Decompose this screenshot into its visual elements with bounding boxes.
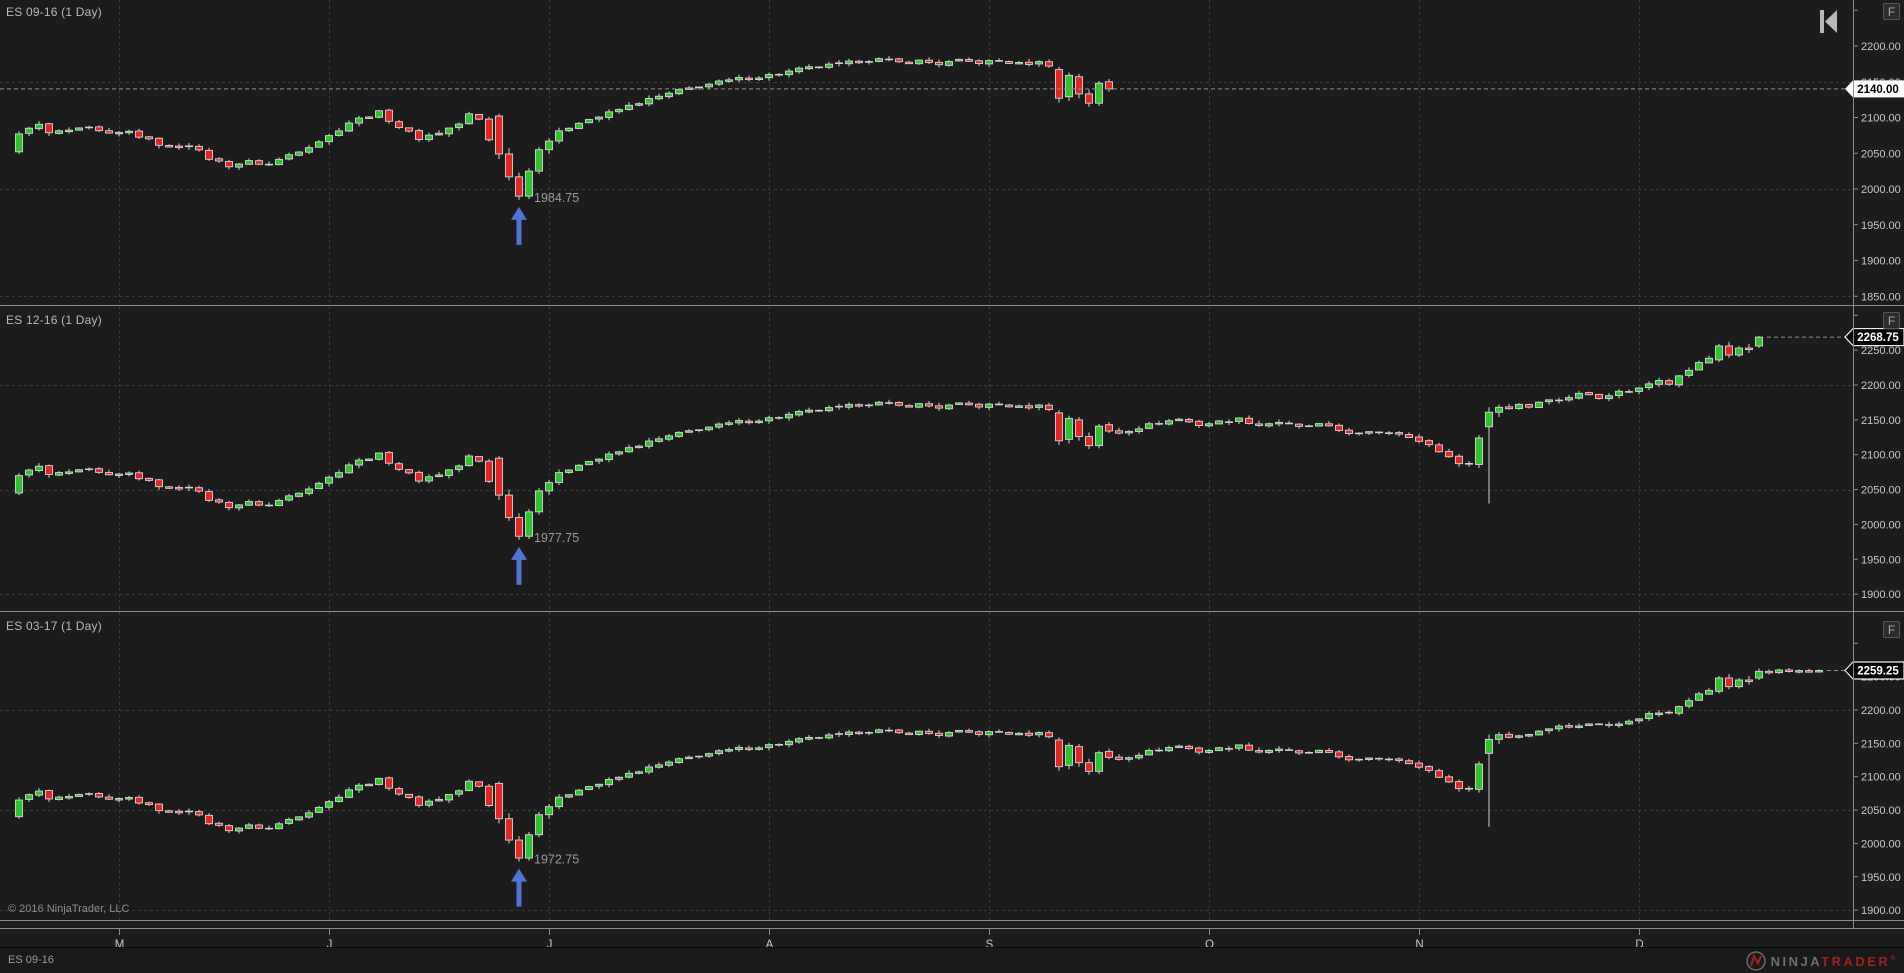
panel-chart-es-09-16[interactable]: 2200.002150.002100.002050.002000.001950.… xyxy=(0,9,1904,303)
svg-text:2259.25: 2259.25 xyxy=(1857,665,1899,677)
svg-text:2000.00: 2000.00 xyxy=(1861,184,1901,196)
ninjatrader-logo-icon xyxy=(1745,951,1766,971)
ninjatrader-logo: NINJATRADER® xyxy=(1745,951,1898,971)
copyright-text: © 2016 NinjaTrader, LLC xyxy=(8,903,130,915)
svg-text:1977.75: 1977.75 xyxy=(534,531,579,545)
svg-text:M: M xyxy=(115,939,125,951)
svg-text:2000.00: 2000.00 xyxy=(1861,519,1901,531)
low-annotation: 1977.75 xyxy=(511,531,579,585)
svg-text:A: A xyxy=(766,939,774,951)
svg-text:O: O xyxy=(1205,939,1214,951)
workspace-tab-es-09-16[interactable]: ES 09-16 xyxy=(8,954,54,966)
price-gridlines xyxy=(0,385,1853,595)
y-axis[interactable]: 2250.002200.002150.002100.002050.002000.… xyxy=(1853,642,1901,917)
svg-text:2050.00: 2050.00 xyxy=(1861,148,1901,160)
candles-layer xyxy=(15,667,1823,862)
svg-text:J: J xyxy=(327,939,333,951)
focus-button-panel-3[interactable]: F xyxy=(1883,621,1900,638)
panel-borders xyxy=(0,0,1904,928)
svg-text:2050.00: 2050.00 xyxy=(1861,805,1901,817)
svg-text:2150.00: 2150.00 xyxy=(1861,415,1901,427)
candles-layer xyxy=(15,335,1763,540)
svg-text:2268.75: 2268.75 xyxy=(1857,332,1899,344)
panel-chart-es-12-16[interactable]: 2250.00 2200.00 2150.00 2100.00 2050.00 2000.… xyxy=(0,314,1904,601)
svg-text:1950.00: 1950.00 xyxy=(1861,872,1901,884)
svg-text:1900.00: 1900.00 xyxy=(1861,256,1901,268)
focus-button-panel-2[interactable]: F xyxy=(1883,312,1900,329)
last-price-tag: 2268.75 xyxy=(1844,327,1904,347)
price-gridlines xyxy=(0,710,1853,911)
svg-text:2050.00: 2050.00 xyxy=(1861,485,1901,497)
last-price-tag: 2259.25 xyxy=(1844,661,1904,680)
svg-text:2100.00: 2100.00 xyxy=(1861,113,1901,125)
low-annotation: 1984.75 xyxy=(511,191,579,245)
price-gridlines xyxy=(0,82,1853,297)
last-price-tag: 2140.00 xyxy=(1845,80,1904,98)
svg-text:2200.00: 2200.00 xyxy=(1861,705,1901,717)
svg-text:1984.75: 1984.75 xyxy=(534,191,579,205)
panel-chart-es-03-17[interactable]: 2250.002200.002150.002100.002050.002000.… xyxy=(0,642,1904,917)
svg-text:2100.00: 2100.00 xyxy=(1861,772,1901,784)
svg-text:2200.00: 2200.00 xyxy=(1861,41,1901,53)
svg-text:D: D xyxy=(1635,939,1643,951)
svg-text:2000.00: 2000.00 xyxy=(1861,838,1901,850)
svg-text:2200.00: 2200.00 xyxy=(1861,380,1901,392)
y-axis[interactable]: 2200.002150.002100.002050.002000.001950.… xyxy=(1853,9,1901,303)
svg-text:N: N xyxy=(1415,939,1423,951)
svg-text:1972.75: 1972.75 xyxy=(534,853,579,867)
svg-text:1950.00: 1950.00 xyxy=(1861,554,1901,566)
logo-text: NINJATRADER® xyxy=(1770,953,1898,969)
bottom-bar: ES 09-16 NINJATRADER® xyxy=(0,947,1904,973)
svg-text:1900.00: 1900.00 xyxy=(1861,589,1901,601)
focus-button-panel-1[interactable]: F xyxy=(1883,3,1900,20)
svg-text:2150.00: 2150.00 xyxy=(1861,738,1901,750)
month-gridlines xyxy=(119,0,1640,920)
svg-text:1900.00: 1900.00 xyxy=(1861,905,1901,917)
skip-to-start-icon[interactable] xyxy=(1820,10,1838,33)
candles-layer xyxy=(15,56,1113,200)
svg-text:2140.00: 2140.00 xyxy=(1857,84,1899,96)
svg-text:2100.00: 2100.00 xyxy=(1861,450,1901,462)
y-axis[interactable]: 2250.00 2200.00 2150.00 2100.00 2050.00 2000.… xyxy=(1853,314,1901,601)
svg-text:J: J xyxy=(547,939,553,951)
svg-text:S: S xyxy=(986,939,994,951)
low-annotation: 1972.75 xyxy=(511,853,579,907)
svg-text:2250.00: 2250.00 xyxy=(1861,345,1901,357)
svg-text:1950.00: 1950.00 xyxy=(1861,220,1901,232)
svg-text:1850.00: 1850.00 xyxy=(1861,291,1901,303)
